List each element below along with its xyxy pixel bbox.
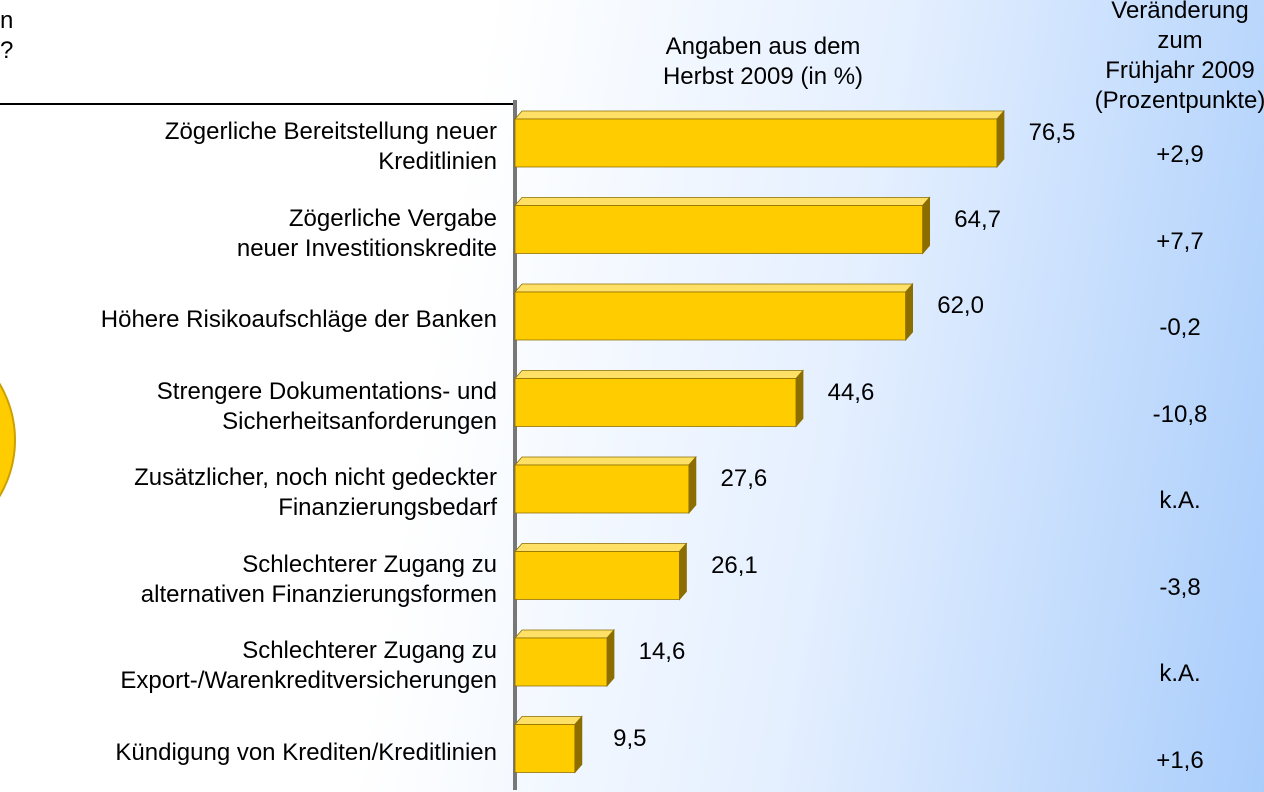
value-header: Angaben aus dem Herbst 2009 (in %) <box>662 33 864 90</box>
category-label: Strengere Dokumentations- und Sicherheit… <box>156 377 497 435</box>
bar-front <box>514 291 906 341</box>
bar <box>514 196 931 255</box>
change-header: Veränderung zum Frühjahr 2009 (Prozentpu… <box>1094 0 1264 114</box>
change-label: +7,7 <box>1156 227 1204 255</box>
value-label: 44,6 <box>827 378 875 406</box>
bar-top <box>514 370 804 379</box>
category-label: Zusätzlicher, noch nicht gedeckter Finan… <box>134 464 497 521</box>
category-label: Zögerliche Bereitstellung neuer Kreditli… <box>164 118 497 175</box>
value-label: 76,5 <box>1028 119 1076 146</box>
bar-top <box>514 716 583 725</box>
change-label: +2,9 <box>1156 141 1204 168</box>
category-label: Kündigung von Krediten/Kreditlinien <box>115 738 497 766</box>
value-label: 26,1 <box>711 551 758 579</box>
category-label: Schlechterer Zugang zu alternativen Fina… <box>140 550 497 608</box>
bar <box>514 715 583 774</box>
bar-front <box>514 464 690 514</box>
category-label: Höhere Risikoaufschläge der Banken <box>100 306 497 333</box>
bar-side <box>679 542 687 601</box>
bar-front <box>514 378 797 427</box>
bar-front <box>514 118 998 168</box>
change-label: -3,8 <box>1159 573 1201 601</box>
annotation: n <box>0 7 14 34</box>
decor-circle <box>0 382 16 498</box>
value-label: 14,6 <box>638 638 686 665</box>
bar <box>514 542 688 601</box>
category-label: Zögerliche Vergabe neuer Investitionskre… <box>236 204 497 262</box>
change-label: -10,8 <box>1152 400 1208 428</box>
change-label: -0,2 <box>1159 314 1201 341</box>
value-label: 64,7 <box>954 205 1001 233</box>
bar-side <box>996 109 1005 169</box>
bar-side <box>688 455 697 515</box>
bar-top <box>514 197 931 206</box>
bar-front <box>514 205 924 254</box>
bar-front <box>514 637 608 687</box>
bar-front <box>514 724 576 773</box>
bar-top <box>514 283 914 293</box>
bar-top <box>514 543 688 552</box>
bar-side <box>795 369 804 428</box>
bar <box>514 369 804 428</box>
change-label: k.A. <box>1159 487 1201 514</box>
bar-side <box>922 196 931 255</box>
value-label: 62,0 <box>937 292 984 319</box>
bar-top <box>514 456 697 466</box>
change-label: k.A. <box>1159 660 1201 687</box>
bar-side <box>574 715 583 774</box>
change-label: +1,6 <box>1156 746 1204 774</box>
value-label: 27,6 <box>720 465 768 492</box>
bar-top <box>514 629 615 639</box>
bar <box>514 282 914 342</box>
annotation: ? <box>0 37 14 64</box>
bar-side <box>905 282 913 342</box>
bar-front <box>514 551 680 600</box>
bar <box>514 109 1005 169</box>
category-label: Schlechterer Zugang zu Export-/Warenkred… <box>120 637 497 694</box>
bar <box>514 455 697 515</box>
value-label: 9,5 <box>613 724 647 752</box>
bar-side <box>606 628 615 688</box>
bar-top <box>514 110 1005 120</box>
bar <box>514 628 615 688</box>
